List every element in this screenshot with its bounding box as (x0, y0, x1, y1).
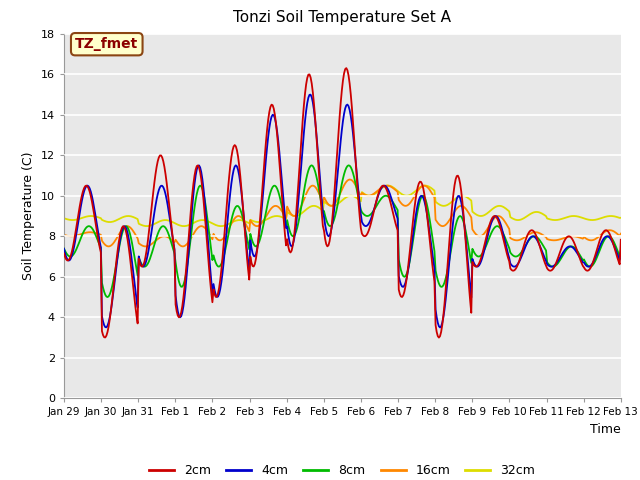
Text: TZ_fmet: TZ_fmet (75, 37, 138, 51)
Title: Tonzi Soil Temperature Set A: Tonzi Soil Temperature Set A (234, 11, 451, 25)
Y-axis label: Soil Temperature (C): Soil Temperature (C) (22, 152, 35, 280)
Legend: 2cm, 4cm, 8cm, 16cm, 32cm: 2cm, 4cm, 8cm, 16cm, 32cm (145, 459, 540, 480)
X-axis label: Time: Time (590, 423, 621, 436)
